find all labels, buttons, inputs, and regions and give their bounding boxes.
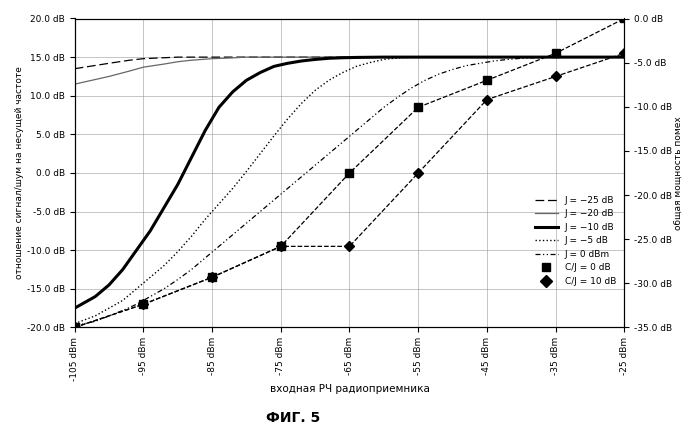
X-axis label: входная РЧ радиоприемника: входная РЧ радиоприемника — [270, 384, 429, 394]
Legend: J = −25 dB, J = −20 dB, J = −10 dB, J = −5 dB, J = 0 dBm, C/J = 0 dB, C/J = 10 d: J = −25 dB, J = −20 dB, J = −10 dB, J = … — [531, 192, 620, 290]
Text: ФИГ. 5: ФИГ. 5 — [266, 411, 321, 425]
Y-axis label: отношение сигнал/шум на несущей частоте: отношение сигнал/шум на несущей частоте — [15, 66, 24, 279]
Y-axis label: общая мощность помех: общая мощность помех — [675, 116, 684, 230]
